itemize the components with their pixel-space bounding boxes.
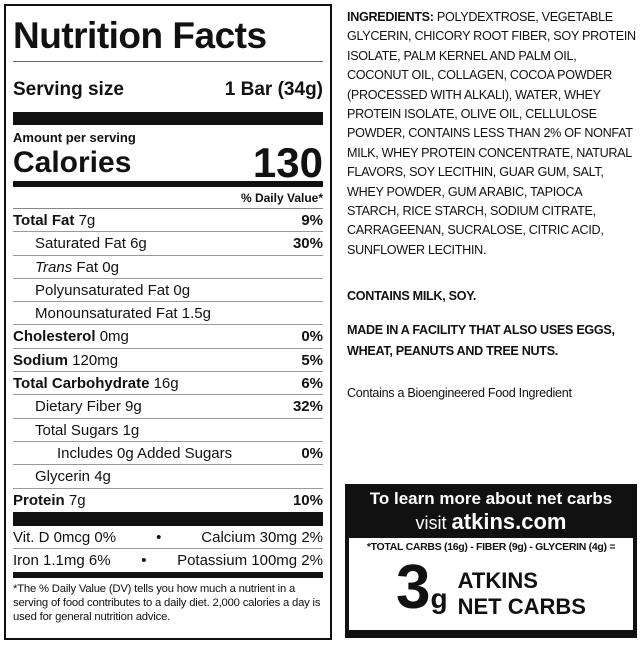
divider-medium — [13, 181, 323, 187]
nutrient-row: Sodium 120mg 5% — [13, 349, 323, 373]
ingredients: INGREDIENTS: POLYDEXTROSE, VEGETABLE GLY… — [347, 8, 637, 260]
net-carbs-value: 3g ATKINS NET CARBS — [396, 553, 586, 622]
ingredients-heading: INGREDIENTS: — [347, 10, 434, 24]
divider-thick — [13, 511, 323, 526]
nutrient-row: Total Carbohydrate 16g 6% — [13, 372, 323, 396]
nutrient-row: Polyunsaturated Fat 0g — [13, 279, 323, 303]
amount-per-serving: Amount per serving — [13, 130, 136, 145]
bioengineered-statement: Contains a Bioengineered Food Ingredient — [347, 386, 572, 400]
nutrient-row: Includes 0g Added Sugars 0% — [13, 442, 323, 466]
nutrient-row: Cholesterol 0mg 0% — [13, 325, 323, 349]
serving-size: Serving size 1 Bar (34g) — [13, 68, 323, 112]
site-link: atkins.com — [451, 509, 567, 534]
ingredients-text: POLYDEXTROSE, VEGETABLE GLYCERIN, CHICOR… — [347, 10, 636, 257]
footnote: *The % Daily Value (DV) tells you how mu… — [13, 582, 321, 623]
net-carbs-panel: *TOTAL CARBS (16g) - FIBER (9g) - GLYCER… — [349, 538, 633, 630]
nutrient-row: Saturated Fat 6g 30% — [13, 232, 323, 256]
net-carbs-box: To learn more about net carbs visit atki… — [345, 484, 637, 638]
nutrient-row: Dietary Fiber 9g 32% — [13, 395, 323, 419]
nutrient-row: Monounsaturated Fat 1.5g — [13, 302, 323, 326]
net-carbs-info: To learn more about net carbs — [369, 489, 613, 508]
label-title: Nutrition Facts — [13, 10, 323, 62]
calories-value: 130 — [252, 139, 323, 186]
serving-size-label: Serving size — [13, 79, 124, 100]
serving-size-value: 1 Bar (34g) — [224, 79, 323, 100]
calories-row: Calories 130 — [13, 139, 323, 186]
divider-thick — [13, 112, 323, 125]
nutrient-row: Glycerin 4g — [13, 465, 323, 489]
nutrient-row: Trans Fat 0g — [13, 256, 323, 279]
nutrient-row: Protein 7g 10% — [13, 491, 323, 509]
daily-value-header: % Daily Value* — [13, 187, 323, 209]
nutrient-row: Total Fat 7g 9% — [13, 209, 323, 233]
visit-site: visit atkins.com — [415, 509, 567, 534]
facility-statement: MADE IN A FACILITY THAT ALSO USES EGGS, … — [347, 323, 615, 358]
nutrient-row: Total Sugars 1g — [13, 419, 323, 442]
nutrition-facts-label: Nutrition Facts Serving size 1 Bar (34g)… — [4, 4, 332, 640]
allergens: CONTAINS MILK, SOY. — [347, 289, 477, 303]
net-carbs-formula: *TOTAL CARBS (16g) - FIBER (9g) - GLYCER… — [366, 541, 616, 553]
vitamin-row: Vit. D 0mcg 0% • Calcium 30mg 2% — [13, 526, 323, 549]
vitamin-row: Iron 1.1mg 6% • Potassium 100mg 2% — [13, 551, 323, 569]
divider-medium — [13, 571, 323, 578]
calories-label: Calories — [13, 146, 132, 179]
